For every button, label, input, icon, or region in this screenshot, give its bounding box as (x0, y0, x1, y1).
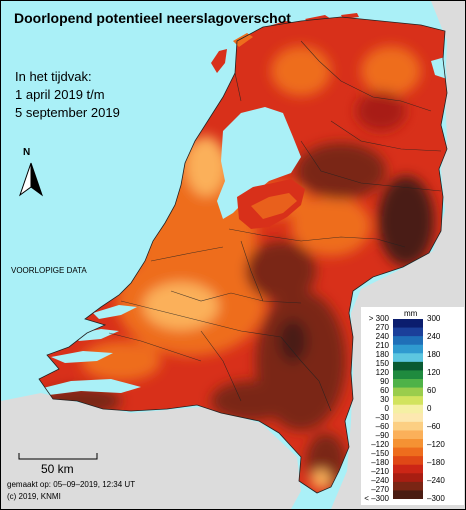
legend-left-tick: –90 (375, 431, 389, 440)
legend-swatch (393, 447, 423, 457)
legend-left-tick: > 300 (368, 314, 389, 323)
legend-left-tick: 90 (380, 377, 389, 386)
legend-swatch (393, 481, 423, 491)
legend-left-tick: 180 (375, 350, 389, 359)
legend-swatch (393, 430, 423, 440)
legend-left-tick: –210 (371, 467, 389, 476)
map-title: Doorlopend potentieel neerslagoverschot (14, 10, 291, 26)
dollard (431, 57, 447, 79)
legend-left-tick: 210 (375, 341, 389, 350)
legend-swatch (393, 387, 423, 397)
oosterschelde (51, 351, 113, 363)
legend-left-tick: 60 (380, 386, 389, 395)
texel (211, 49, 227, 73)
legend-right-tick: 60 (427, 386, 436, 395)
legend-right-tick: –240 (427, 476, 445, 485)
vlieland (233, 33, 253, 47)
legend-right-tick: 0 (427, 404, 432, 413)
legend-left-tick: –120 (371, 440, 389, 449)
legend-colorbar (393, 319, 423, 499)
province-boundaries (108, 40, 442, 412)
legend-right-tick: –60 (427, 422, 441, 431)
legend-swatch (393, 421, 423, 431)
legend-right-tick: 180 (427, 350, 441, 359)
legend-swatch (393, 327, 423, 337)
legend-swatch (393, 379, 423, 389)
period-start: 1 april 2019 t/m (15, 87, 105, 102)
north-label: N (23, 147, 31, 158)
legend-right-tick: 240 (427, 332, 441, 341)
legend-left-tick: 150 (375, 359, 389, 368)
legend-swatch (393, 396, 423, 406)
scale-bar (18, 453, 98, 460)
made-on-timestamp: gemaakt op: 05–09–2019, 12:34 UT (7, 480, 136, 489)
legend-left-tick: –60 (375, 422, 389, 431)
haringvliet (93, 305, 137, 319)
period-label: In het tijdvak: (15, 69, 92, 84)
legend-right-tick: –300 (427, 494, 445, 503)
legend-swatch (393, 490, 423, 499)
flevoland-inner (251, 193, 297, 219)
legend-swatch (393, 439, 423, 449)
copyright-notice: (c) 2019, KNMI (7, 492, 61, 501)
preliminary-data-label: VOORLOPIGE DATA (11, 266, 87, 275)
legend-swatch (393, 344, 423, 354)
legend-left-tick: –180 (371, 458, 389, 467)
legend-swatch (393, 353, 423, 363)
legend-left-tick: 240 (375, 332, 389, 341)
terschelling (259, 21, 297, 33)
legend-swatch (393, 473, 423, 483)
legend-swatch (393, 361, 423, 371)
legend-left-tick: 30 (380, 395, 389, 404)
legend-swatch (393, 464, 423, 474)
legend-right-tick: 300 (427, 314, 441, 323)
north-arrow-icon (19, 162, 43, 197)
legend-swatch (393, 456, 423, 466)
legend-right-tick: –120 (427, 440, 445, 449)
legend-left-tick: 270 (375, 323, 389, 332)
legend-swatch (393, 319, 423, 329)
legend-unit: mm (404, 309, 418, 318)
legend-left-tick: –150 (371, 449, 389, 458)
legend-swatch (393, 404, 423, 414)
legend-left-tick: < –300 (364, 494, 389, 503)
legend-left-tick: 0 (384, 404, 389, 413)
legend-left-tick: 120 (375, 368, 389, 377)
legend-swatch (393, 336, 423, 346)
legend-left-tick: –240 (371, 476, 389, 485)
scale-bar-label: 50 km (41, 462, 74, 476)
legend-swatch (393, 370, 423, 380)
legend-right-tick: 120 (427, 368, 441, 377)
legend-left-tick: –30 (375, 413, 389, 422)
grevelingen (71, 329, 119, 341)
belgium-land (1, 393, 301, 509)
westerschelde (39, 379, 141, 395)
legend-swatch (393, 413, 423, 423)
legend-right-tick: –180 (427, 458, 445, 467)
period-end: 5 september 2019 (15, 105, 120, 120)
legend-left-tick: –270 (371, 485, 389, 494)
ijsselmeer (217, 107, 301, 219)
